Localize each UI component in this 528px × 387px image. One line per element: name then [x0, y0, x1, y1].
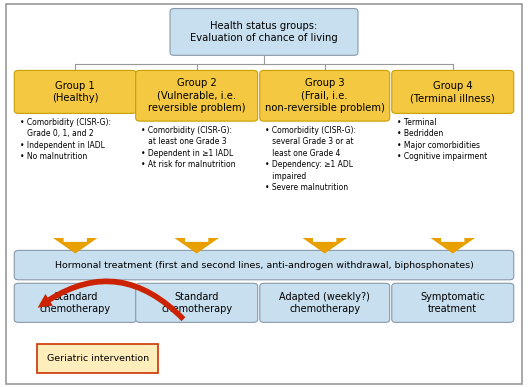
FancyBboxPatch shape: [14, 70, 136, 113]
FancyBboxPatch shape: [260, 70, 390, 121]
FancyBboxPatch shape: [136, 283, 258, 322]
Text: Group 3
(Frail, i.e.
non-reversible problem): Group 3 (Frail, i.e. non-reversible prob…: [265, 79, 385, 113]
Polygon shape: [175, 238, 219, 253]
FancyBboxPatch shape: [37, 344, 158, 373]
Text: Group 1
(Healthy): Group 1 (Healthy): [52, 81, 99, 103]
FancyBboxPatch shape: [392, 70, 514, 113]
FancyArrowPatch shape: [37, 279, 185, 321]
FancyBboxPatch shape: [6, 4, 522, 384]
Text: Standard
chemotherapy: Standard chemotherapy: [161, 292, 232, 314]
FancyBboxPatch shape: [392, 283, 514, 322]
Text: Hormonal treatment (first and second lines, anti-androgen withdrawal, biphosphon: Hormonal treatment (first and second lin…: [54, 260, 474, 270]
FancyBboxPatch shape: [260, 283, 390, 322]
Text: • Comorbidity (CISR-G):
   several Grade 3 or at
   least one Grade 4
• Dependen: • Comorbidity (CISR-G): several Grade 3 …: [265, 126, 356, 192]
FancyBboxPatch shape: [14, 283, 136, 322]
Text: • Terminal
• Bedridden
• Major comorbidities
• Cognitive impairment: • Terminal • Bedridden • Major comorbidi…: [397, 118, 487, 161]
FancyBboxPatch shape: [136, 70, 258, 121]
Text: Health status groups:
Evaluation of chance of living: Health status groups: Evaluation of chan…: [190, 21, 338, 43]
Text: • Comorbidity (CISR-G):
   Grade 0, 1, and 2
• Independent in IADL
• No malnutri: • Comorbidity (CISR-G): Grade 0, 1, and …: [20, 118, 110, 161]
FancyBboxPatch shape: [14, 250, 514, 280]
Polygon shape: [53, 238, 98, 253]
Text: • Comorbidity (CISR-G):
   at least one Grade 3
• Dependent in ≥1 IADL
• At risk: • Comorbidity (CISR-G): at least one Gra…: [141, 126, 235, 169]
FancyBboxPatch shape: [170, 9, 358, 55]
Text: Group 2
(Vulnerable, i.e.
reversible problem): Group 2 (Vulnerable, i.e. reversible pro…: [148, 79, 246, 113]
Text: Group 4
(Terminal illness): Group 4 (Terminal illness): [410, 81, 495, 103]
Text: Geriatric intervention: Geriatric intervention: [46, 354, 149, 363]
Text: Standard
chemotherapy: Standard chemotherapy: [40, 292, 111, 314]
Text: Adapted (weekly?)
chemotherapy: Adapted (weekly?) chemotherapy: [279, 292, 370, 314]
Polygon shape: [431, 238, 475, 253]
Polygon shape: [303, 238, 347, 253]
Text: Symptomatic
treatment: Symptomatic treatment: [420, 292, 485, 314]
